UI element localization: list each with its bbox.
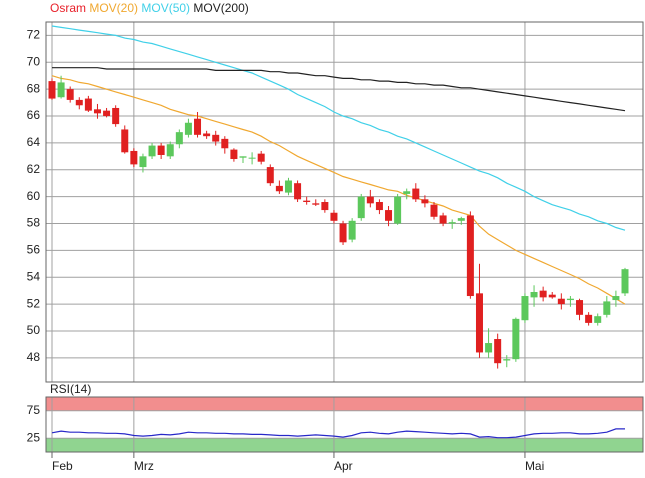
candle-body [312, 203, 320, 205]
legend-entry: Osram [50, 1, 86, 15]
y-tick-label: 25 [27, 430, 41, 444]
candle-body [548, 294, 556, 298]
panel-title: RSI(14) [50, 382, 91, 396]
candle-body [348, 220, 356, 240]
candle-body [112, 107, 120, 125]
candle-body [84, 98, 92, 111]
candle-body [475, 293, 483, 353]
candle-body [530, 292, 538, 298]
candle-body [576, 300, 584, 315]
y-tick-label: 58 [27, 216, 41, 230]
candle-body [366, 196, 374, 204]
candle-body [357, 196, 365, 219]
candle-body [121, 129, 129, 153]
candle-body [412, 188, 420, 200]
candle-body [166, 144, 174, 157]
y-tick-label: 50 [27, 323, 41, 337]
candle-body [175, 132, 183, 145]
candle-body [93, 109, 101, 114]
candle-body [203, 133, 211, 137]
candle-body [184, 122, 192, 135]
y-tick-label: 52 [27, 296, 41, 310]
candle-body [212, 134, 220, 142]
plot-frame [45, 21, 644, 383]
candle-body [603, 301, 611, 315]
candle-body [303, 200, 311, 202]
candle-body [566, 298, 574, 301]
candle-body [585, 314, 593, 323]
x-tick-label: Mrz [134, 459, 154, 473]
candle-body [66, 89, 74, 100]
candle-body [148, 145, 156, 157]
y-tick-label: 75 [27, 403, 41, 417]
candle-body [139, 156, 147, 168]
candle-body [403, 191, 411, 194]
legend-entry: MOV(200) [193, 1, 248, 15]
candle-body [521, 296, 529, 321]
candle-body [275, 185, 283, 192]
candle-body [57, 82, 65, 98]
y-tick-label: 62 [27, 162, 41, 176]
y-tick-label: 72 [27, 28, 41, 42]
candle-body [257, 153, 265, 162]
y-tick-label: 70 [27, 54, 41, 68]
candle-body [330, 212, 338, 221]
candle-body [221, 138, 229, 149]
y-tick-label: 66 [27, 108, 41, 122]
band [46, 438, 643, 452]
candle-body [248, 157, 256, 159]
x-tick-label: Apr [334, 459, 353, 473]
candle-body [294, 183, 302, 200]
x-tick-label: Mai [525, 459, 544, 473]
candle-body [612, 296, 620, 301]
ma-line [52, 67, 626, 112]
candle-body [557, 298, 565, 305]
ma-line [51, 25, 626, 231]
plot-frame [45, 396, 644, 453]
candle-body [321, 202, 329, 211]
y-tick-label: 48 [27, 350, 41, 364]
candle-body [485, 343, 493, 353]
y-tick-label: 56 [27, 243, 41, 257]
candle-body [539, 290, 547, 298]
candle-body [230, 149, 238, 160]
candle-body [621, 269, 629, 294]
candle-body [448, 222, 456, 224]
rsi-line [51, 428, 625, 439]
candle-body [466, 215, 474, 297]
candle-body [266, 167, 274, 184]
candle-body [130, 150, 138, 165]
candle-body [430, 204, 438, 217]
y-tick-label: 64 [27, 135, 41, 149]
legend-entry: MOV(20) [89, 1, 138, 15]
band [46, 397, 643, 411]
candle-body [439, 215, 447, 224]
candle-body [157, 145, 165, 155]
candle-body [385, 210, 393, 221]
x-tick-label: Feb [52, 459, 73, 473]
candle-body [239, 156, 247, 158]
candle-body [103, 110, 111, 117]
candle-body [503, 359, 511, 361]
candle-body [284, 180, 292, 193]
y-tick-label: 68 [27, 81, 41, 95]
legend-entry: MOV(50) [141, 1, 190, 15]
candle-body [339, 223, 347, 243]
candle-body [194, 118, 202, 135]
candle-body [75, 99, 83, 106]
candle-body [512, 318, 520, 360]
candle-body [421, 199, 429, 204]
y-tick-label: 54 [27, 269, 41, 283]
candle-body [394, 196, 402, 224]
candle-body [457, 218, 465, 221]
candle-body [594, 316, 602, 323]
y-tick-label: 60 [27, 189, 41, 203]
ma-line [51, 75, 626, 305]
candle-body [494, 339, 502, 364]
candle-body [48, 81, 56, 99]
candle-body [375, 202, 383, 211]
legend: Osram MOV(20) MOV(50) MOV(200) [50, 1, 249, 15]
